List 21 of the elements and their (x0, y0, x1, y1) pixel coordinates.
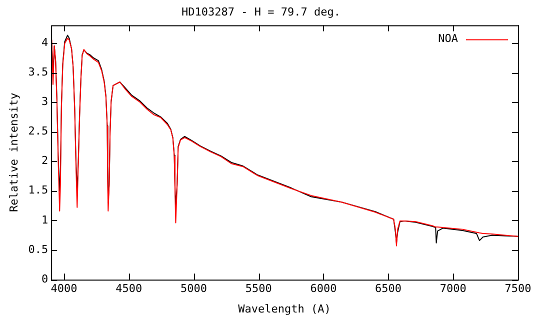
x-tick-label: 7000 (440, 282, 466, 296)
y-tick-label: 3.5 (28, 65, 48, 78)
y-tick-label: 2 (41, 154, 48, 168)
y-tick-label: 0 (41, 272, 48, 286)
y-tick-label: 2.5 (28, 124, 48, 138)
x-tick-label: 7500 (504, 282, 532, 296)
chart-title: HD103287 - H = 79.7 deg. (182, 5, 340, 18)
y-tick-label: 1.5 (28, 184, 48, 197)
x-tick-label: 4000 (50, 282, 78, 296)
legend-label: NOA (438, 32, 458, 46)
x-tick-label: 6000 (310, 282, 337, 296)
y-tick-label: 4 (41, 36, 48, 49)
x-tick-label: 5000 (180, 282, 207, 296)
x-tick-label: 6500 (375, 282, 402, 296)
x-tick-label: 5500 (245, 282, 272, 296)
y-tick-label: 0.5 (28, 242, 48, 256)
x-tick-label: 4500 (116, 282, 142, 296)
y-axis-title: Relative intensity (7, 92, 20, 212)
y-tick-label: 3 (41, 94, 48, 108)
y-tick-label: 1 (41, 213, 48, 226)
x-axis-title: Wavelength (A) (238, 302, 331, 316)
